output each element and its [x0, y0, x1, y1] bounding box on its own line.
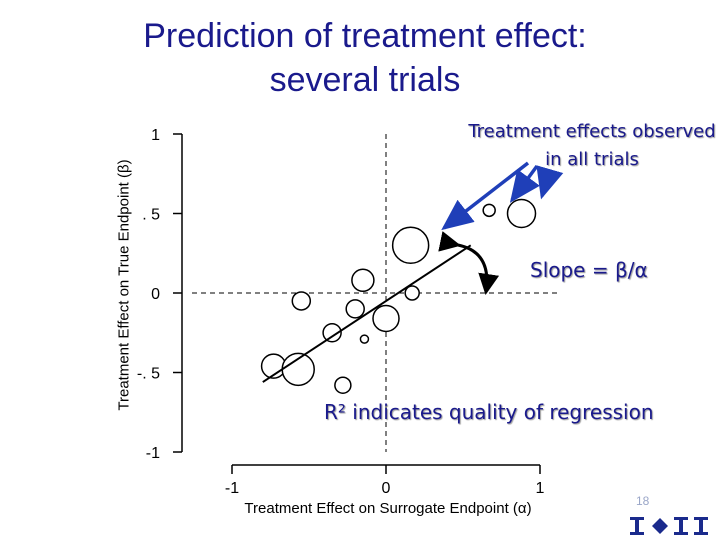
y-tick-label: 0: [151, 286, 160, 303]
chart-axes: 1 . 5 0 -. 5 -1 -1 0 1: [137, 127, 545, 497]
title-line-2: several trials: [269, 61, 461, 99]
data-point: [506, 198, 537, 229]
data-point: [351, 268, 375, 293]
data-point: [372, 304, 400, 333]
page-number: 18: [636, 494, 650, 508]
data-point: [334, 376, 352, 394]
data-point: [291, 291, 312, 311]
institution-logo: [630, 517, 708, 535]
slope-annotation: Slope = β/α: [530, 258, 648, 282]
x-tick-label: 1: [536, 480, 545, 497]
y-tick-label: -1: [146, 445, 160, 462]
page-title: Prediction of treatment effect: several …: [0, 14, 720, 102]
r2-annotation: R² indicates quality of regression: [324, 400, 654, 424]
observed-arrow-3: [536, 165, 564, 200]
x-tick-label: -1: [225, 480, 239, 497]
title-line-1: Prediction of treatment effect:: [143, 17, 587, 55]
data-point: [404, 285, 420, 301]
x-axis-label: Treatment Effect on Surrogate Endpoint (…: [244, 500, 532, 517]
observed-annotation-line-1: Treatment effects observed: [468, 121, 716, 142]
y-tick-label: 1: [151, 127, 160, 144]
data-point: [345, 299, 365, 319]
observed-annotation: Treatment effects observed in all trials: [466, 118, 718, 174]
data-point: [359, 334, 370, 344]
data-point: [322, 323, 342, 343]
regression-line: [262, 244, 472, 383]
regression-line-group: [262, 244, 472, 383]
data-points: [260, 198, 537, 394]
annotation-arrows: [438, 161, 564, 295]
observed-annotation-line-2: in all trials: [545, 149, 639, 170]
data-point: [482, 203, 496, 218]
data-point: [391, 226, 430, 265]
observed-arrow-2: [509, 164, 540, 203]
x-tick-label: 0: [382, 480, 391, 497]
y-tick-label: . 5: [142, 207, 160, 224]
slope-angle-arc: [438, 231, 500, 295]
y-tick-label: -. 5: [137, 366, 160, 383]
